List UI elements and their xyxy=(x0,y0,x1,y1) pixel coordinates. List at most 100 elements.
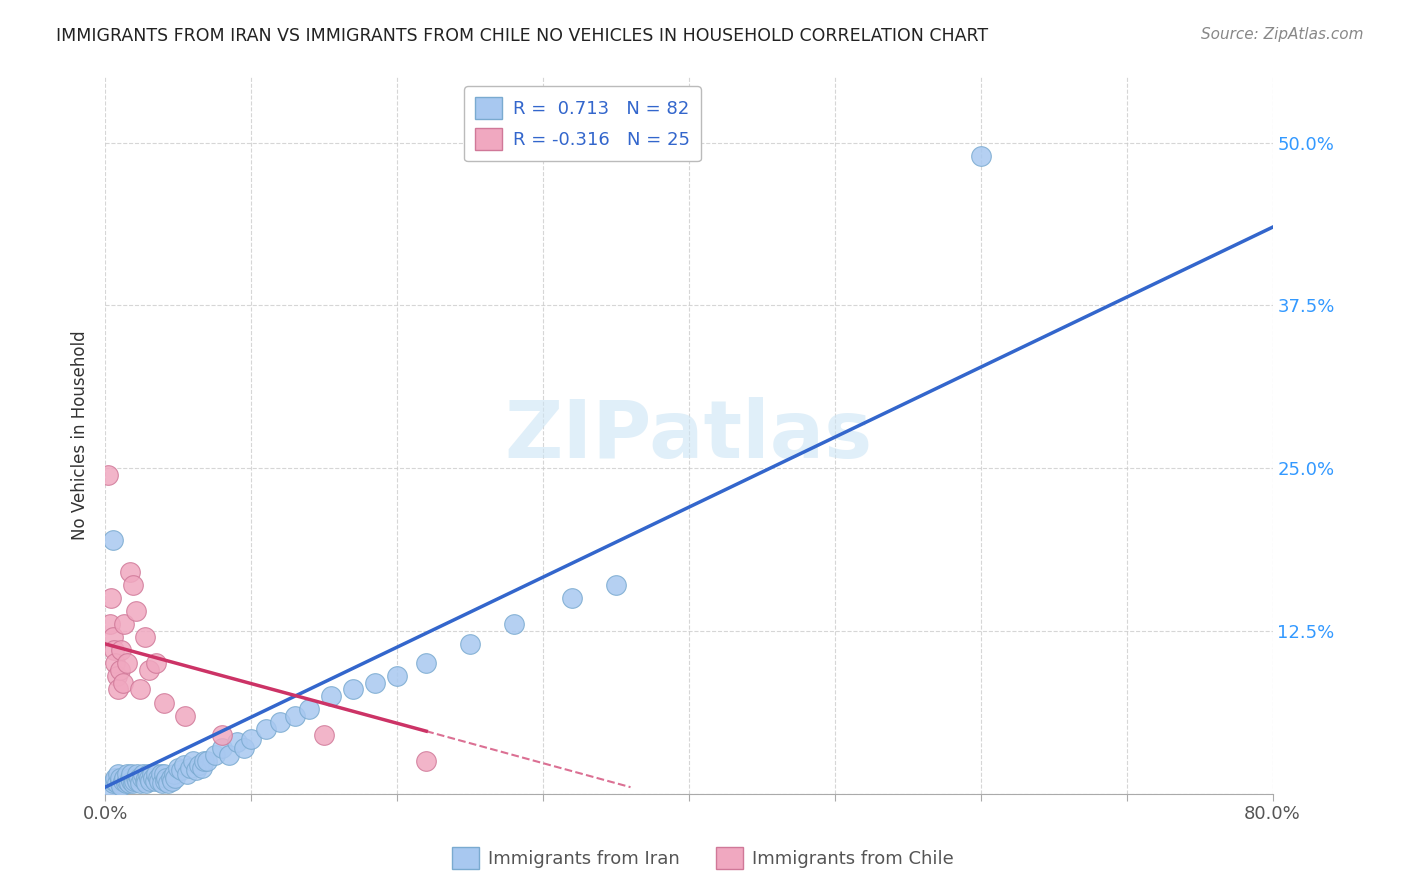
Point xyxy=(153,773,176,788)
Point xyxy=(142,771,165,785)
Point xyxy=(136,767,159,781)
Point xyxy=(167,761,190,775)
Point xyxy=(176,767,198,781)
Point xyxy=(415,754,437,768)
Point xyxy=(225,734,247,748)
Point xyxy=(108,776,131,790)
Point xyxy=(100,591,122,606)
Point xyxy=(139,773,162,788)
Point xyxy=(101,631,124,645)
Legend: R =  0.713   N = 82, R = -0.316   N = 25: R = 0.713 N = 82, R = -0.316 N = 25 xyxy=(464,87,702,161)
Point xyxy=(135,771,157,785)
Point xyxy=(254,722,277,736)
Text: Source: ZipAtlas.com: Source: ZipAtlas.com xyxy=(1201,27,1364,42)
Point xyxy=(138,771,160,785)
Point xyxy=(605,578,627,592)
Point xyxy=(193,754,215,768)
Point xyxy=(162,773,184,788)
Point xyxy=(143,773,166,788)
Point xyxy=(240,731,263,746)
Point xyxy=(101,776,124,790)
Point xyxy=(179,761,201,775)
Point xyxy=(190,761,212,775)
Point xyxy=(101,533,124,547)
Legend: Immigrants from Iran, Immigrants from Chile: Immigrants from Iran, Immigrants from Ch… xyxy=(444,839,962,876)
Point xyxy=(134,631,156,645)
Point xyxy=(314,728,336,742)
Point xyxy=(284,708,307,723)
Point xyxy=(165,771,187,785)
Point xyxy=(125,771,148,785)
Point xyxy=(181,754,204,768)
Point xyxy=(108,771,131,785)
Point xyxy=(298,702,321,716)
Point xyxy=(118,771,141,785)
Point xyxy=(111,676,134,690)
Y-axis label: No Vehicles in Household: No Vehicles in Household xyxy=(72,331,89,541)
Point xyxy=(149,767,172,781)
Point xyxy=(385,669,408,683)
Point xyxy=(321,689,343,703)
Point xyxy=(141,767,163,781)
Point xyxy=(122,776,145,790)
Point xyxy=(218,747,240,762)
Point xyxy=(145,767,167,781)
Point xyxy=(107,767,129,781)
Point xyxy=(117,776,139,790)
Point xyxy=(112,617,135,632)
Point xyxy=(124,773,146,788)
Point xyxy=(184,763,207,777)
Text: ZIPatlas: ZIPatlas xyxy=(505,397,873,475)
Point xyxy=(211,741,233,756)
Point xyxy=(115,767,138,781)
Point xyxy=(148,773,170,788)
Point xyxy=(502,617,524,632)
Point xyxy=(129,682,152,697)
Point xyxy=(458,637,481,651)
Text: IMMIGRANTS FROM IRAN VS IMMIGRANTS FROM CHILE NO VEHICLES IN HOUSEHOLD CORRELATI: IMMIGRANTS FROM IRAN VS IMMIGRANTS FROM … xyxy=(56,27,988,45)
Point xyxy=(342,682,364,697)
Point xyxy=(127,773,149,788)
Point xyxy=(105,669,128,683)
Point xyxy=(115,773,138,788)
Point xyxy=(561,591,583,606)
Point xyxy=(187,758,209,772)
Point xyxy=(135,776,157,790)
Point xyxy=(118,566,141,580)
Point xyxy=(112,771,135,785)
Point xyxy=(152,696,174,710)
Point xyxy=(138,663,160,677)
Point xyxy=(121,773,143,788)
Point xyxy=(160,771,183,785)
Point xyxy=(146,771,169,785)
Point xyxy=(105,776,128,790)
Point xyxy=(103,773,125,788)
Point xyxy=(269,714,291,729)
Point xyxy=(98,617,121,632)
Point xyxy=(150,776,173,790)
Point xyxy=(145,657,167,671)
Point xyxy=(111,773,134,788)
Point xyxy=(155,771,177,785)
Point xyxy=(127,767,149,781)
Point xyxy=(131,771,153,785)
Point xyxy=(114,776,136,790)
Point xyxy=(115,657,138,671)
Point xyxy=(121,767,143,781)
Point xyxy=(156,776,179,790)
Point xyxy=(970,148,993,162)
Point xyxy=(170,763,193,777)
Point xyxy=(110,779,132,793)
Point xyxy=(129,776,152,790)
Point xyxy=(232,741,254,756)
Point xyxy=(128,771,150,785)
Point xyxy=(195,754,218,768)
Point xyxy=(108,773,131,788)
Point xyxy=(134,773,156,788)
Point xyxy=(173,758,195,772)
Point xyxy=(364,676,387,690)
Point xyxy=(103,643,125,657)
Point xyxy=(122,578,145,592)
Point xyxy=(163,767,186,781)
Point xyxy=(174,708,197,723)
